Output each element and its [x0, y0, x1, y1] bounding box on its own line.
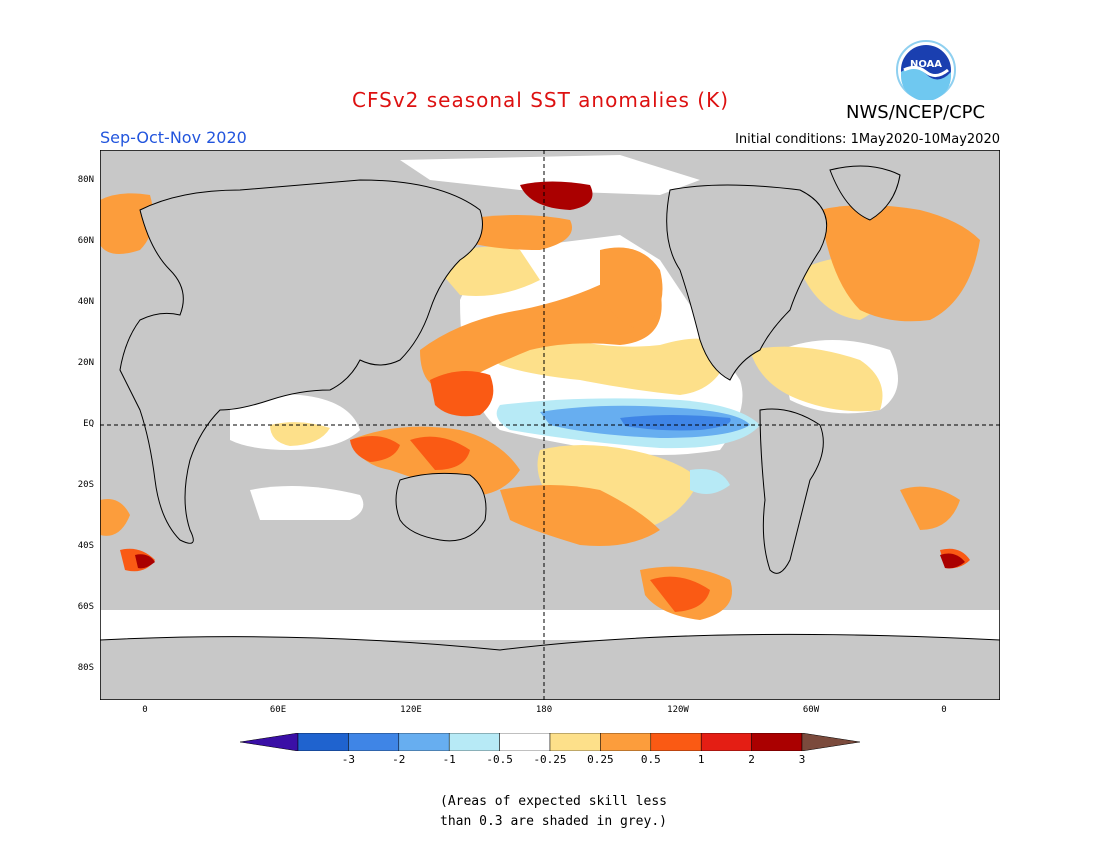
- colorbar-swatch: [448, 733, 500, 751]
- lat-label: 60N: [77, 236, 94, 246]
- lon-label: 120E: [400, 705, 422, 715]
- initial-conditions-label: Initial conditions: 1May2020-10May2020: [735, 132, 1000, 147]
- colorbar-swatch: [297, 733, 349, 751]
- lon-label: 60E: [269, 705, 287, 715]
- lon-label: 0: [142, 705, 148, 715]
- lat-label: 20N: [77, 358, 94, 368]
- colorbar-max-arrow: [801, 733, 860, 751]
- noaa-logo-icon: NOAA: [896, 40, 956, 100]
- colorbar-swatch: [499, 733, 551, 751]
- colorbar-tick-label: 2: [748, 753, 755, 766]
- agency-label: NWS/NCEP/CPC: [846, 102, 986, 123]
- colorbar-tick-label: -3: [341, 753, 356, 766]
- warm-anomaly-extreme: [135, 181, 965, 569]
- colorbar-tick-label: 0.5: [640, 753, 661, 766]
- lon-label: 0: [941, 705, 947, 715]
- sst-anomaly-map: [100, 150, 1000, 700]
- cool-anomaly-strong: [620, 415, 731, 431]
- map-title: CFSv2 seasonal SST anomalies (K): [352, 88, 729, 112]
- colorbar-min-arrow: [240, 733, 299, 751]
- lat-label: 60S: [77, 602, 94, 612]
- colorbar-tick-label: -1: [442, 753, 456, 766]
- skill-note-line-1: (Areas of expected skill less: [440, 794, 667, 809]
- colorbar-tick-label: -0.25: [533, 753, 567, 766]
- colorbar-tick-label: 3: [798, 753, 806, 766]
- lat-label: 80N: [77, 175, 94, 185]
- colorbar-swatch: [751, 733, 803, 751]
- colorbar-tick-label: 0.25: [587, 753, 614, 766]
- coastlines: [100, 165, 1000, 700]
- lat-label: 40N: [77, 297, 94, 307]
- colorbar-tick-label: 1: [697, 753, 705, 766]
- lon-label: 120W: [667, 705, 689, 715]
- lon-label: 60W: [802, 705, 820, 715]
- colorbar-swatch: [348, 733, 400, 751]
- colorbar: [240, 733, 860, 751]
- colorbar-tick-label: -2: [392, 753, 406, 766]
- colorbar-swatch: [398, 733, 450, 751]
- lat-label: 80S: [77, 663, 94, 673]
- skill-note: (Areas of expected skill less than 0.3 a…: [440, 792, 760, 832]
- lon-label: 180: [535, 705, 553, 715]
- colorbar-tick-label: -0.5: [486, 753, 513, 766]
- svg-text:NOAA: NOAA: [910, 59, 942, 70]
- lat-label: 40S: [77, 541, 94, 551]
- season-label: Sep-Oct-Nov 2020: [100, 128, 247, 147]
- colorbar-swatch: [700, 733, 752, 751]
- colorbar-swatch: [600, 733, 652, 751]
- skill-note-line-2: than 0.3 are shaded in grey.): [440, 814, 667, 829]
- lat-label: EQ: [83, 419, 94, 429]
- lat-label: 20S: [77, 480, 94, 490]
- warm-anomaly-strong: [120, 371, 970, 612]
- colorbar-swatch: [650, 733, 702, 751]
- colorbar-swatch: [549, 733, 601, 751]
